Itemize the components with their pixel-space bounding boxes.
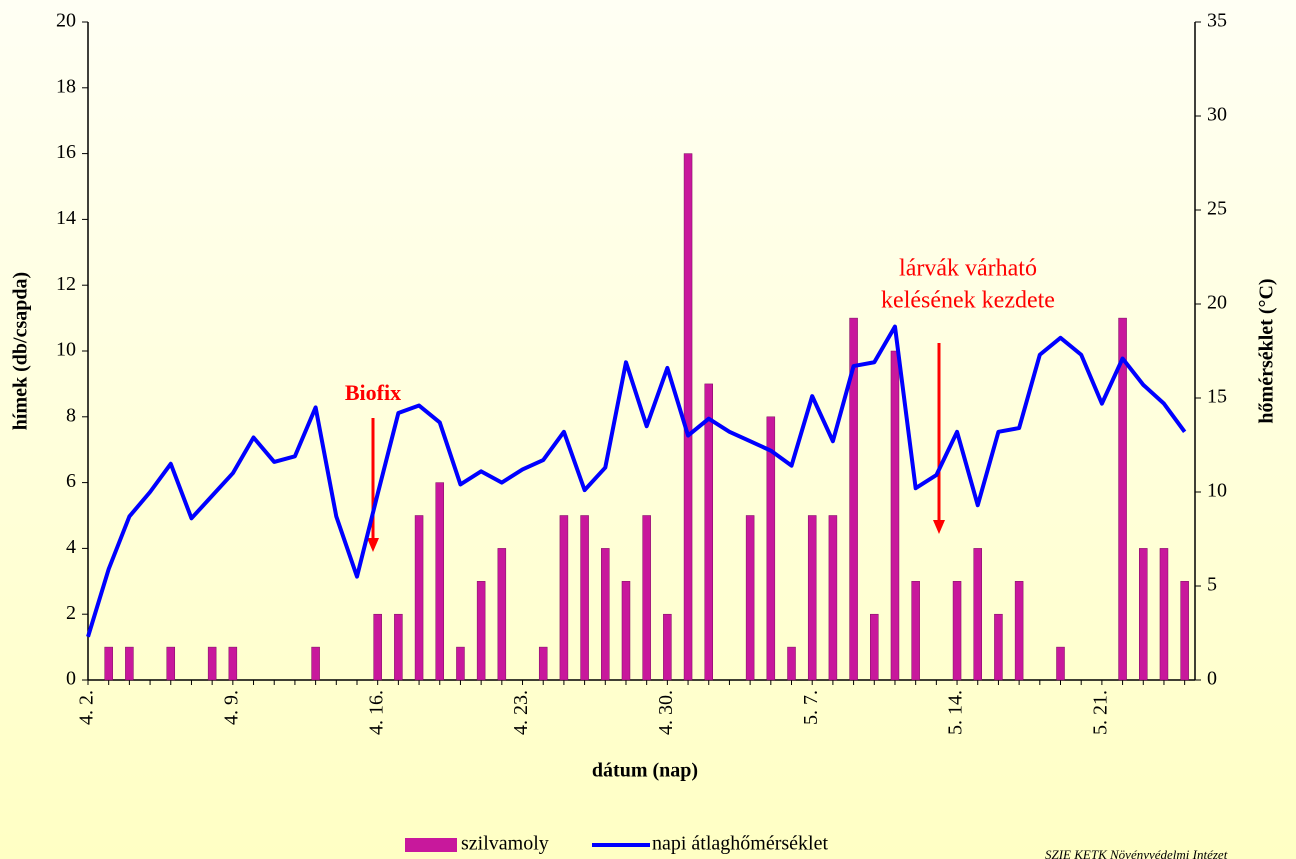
bar (890, 350, 900, 681)
bar (828, 515, 838, 681)
y-tick-label: 16 (56, 141, 76, 163)
bar (1180, 581, 1189, 681)
arrow-head (367, 538, 379, 552)
bar (1118, 317, 1127, 681)
bar (311, 646, 320, 681)
bar (580, 515, 589, 681)
x-tick-label: 5. 21. (1089, 690, 1111, 735)
y-tick-label: 6 (66, 470, 76, 492)
y-tick-label: 0 (66, 668, 76, 690)
bar (787, 646, 796, 681)
x-tick-label: 4. 30. (655, 690, 677, 735)
bar (1014, 581, 1024, 681)
bar (621, 581, 631, 681)
bar (228, 646, 238, 681)
bar (870, 613, 879, 681)
bar (601, 548, 610, 681)
legend-swatch (405, 838, 457, 852)
bar (456, 646, 465, 681)
y2-tick-label: 15 (1207, 386, 1227, 408)
bar (952, 581, 962, 681)
bar (683, 153, 693, 681)
y2-tick-label: 35 (1207, 10, 1227, 32)
bar (704, 383, 713, 681)
x-tick-label: 5. 7. (800, 690, 822, 725)
bar (125, 646, 134, 681)
bar (414, 515, 424, 681)
x-tick-label: 4. 9. (220, 690, 242, 725)
y-tick-label: 14 (56, 207, 76, 229)
x-tick-label: 4. 2. (76, 690, 98, 725)
bar (849, 317, 858, 681)
bar (207, 646, 217, 681)
x-tick-label: 4. 23. (510, 690, 532, 735)
y2-tick-label: 30 (1207, 104, 1227, 126)
bar (1139, 548, 1148, 681)
bar (1056, 646, 1065, 681)
bar (538, 646, 548, 681)
y2-tick-label: 10 (1207, 480, 1227, 502)
bar (807, 515, 817, 681)
bar (1159, 548, 1169, 681)
y-tick-label: 10 (56, 339, 76, 361)
y2-tick-label: 0 (1207, 668, 1217, 690)
bar (642, 515, 651, 681)
bar (166, 646, 176, 681)
x-tick-label: 4. 16. (365, 690, 387, 735)
y2-tick-label: 25 (1207, 198, 1227, 220)
bar (973, 548, 982, 681)
legend-label: szilvamoly (461, 833, 549, 855)
bar (911, 581, 920, 681)
y-axis-label: hímek (db/csapda) (10, 272, 32, 430)
bar (104, 646, 113, 681)
y2-tick-label: 5 (1207, 574, 1217, 596)
bar (435, 482, 445, 681)
x-tick-label: 5. 14. (945, 690, 967, 735)
bar (373, 613, 382, 681)
line (86, 324, 1187, 638)
bar (497, 548, 507, 681)
y-tick-label: 2 (66, 602, 76, 624)
annotation: Biofix (345, 380, 401, 405)
bar (766, 416, 776, 681)
arrow-head (933, 520, 945, 534)
credit: SZIE KETK Növényvédelmi Intézet (1045, 847, 1228, 859)
annotation: lárvák várható (899, 256, 1037, 282)
bar (476, 581, 486, 681)
annotation: kelésének kezdete (881, 288, 1055, 314)
x-axis-label: dátum (nap) (592, 760, 698, 782)
bar (745, 515, 755, 681)
y2-axis-label: hőmérséklet (°C) (1256, 278, 1278, 423)
y-tick-label: 12 (56, 273, 76, 295)
legend-label: napi átlaghőmérséklet (652, 833, 828, 855)
y-tick-label: 4 (66, 536, 76, 558)
bar (559, 515, 569, 681)
y-tick-label: 20 (56, 10, 76, 32)
y-tick-label: 8 (66, 404, 76, 426)
bar (994, 613, 1003, 681)
bar (394, 613, 403, 681)
y-tick-label: 18 (56, 75, 76, 97)
bar (663, 613, 672, 681)
y2-tick-label: 20 (1207, 292, 1227, 314)
